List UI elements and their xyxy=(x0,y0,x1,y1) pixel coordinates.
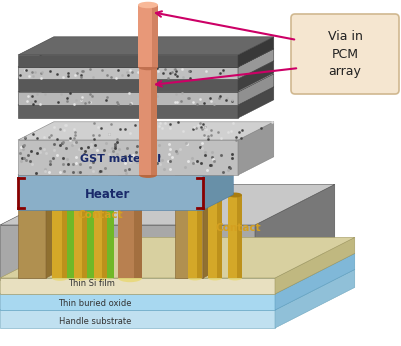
Bar xyxy=(63,168,68,278)
Text: Heater: Heater xyxy=(85,188,131,200)
Bar xyxy=(102,168,108,278)
Text: Contact: Contact xyxy=(77,210,123,220)
Polygon shape xyxy=(18,140,238,175)
Polygon shape xyxy=(0,270,355,310)
Ellipse shape xyxy=(138,2,158,8)
Bar xyxy=(188,185,202,278)
Polygon shape xyxy=(18,170,56,175)
Ellipse shape xyxy=(188,275,202,281)
Polygon shape xyxy=(18,160,233,175)
Ellipse shape xyxy=(138,64,158,70)
Bar xyxy=(197,185,202,278)
Bar xyxy=(52,168,68,278)
Polygon shape xyxy=(18,61,274,79)
Polygon shape xyxy=(238,49,274,79)
Ellipse shape xyxy=(188,183,202,188)
Bar xyxy=(151,67,157,175)
Ellipse shape xyxy=(228,193,242,198)
Polygon shape xyxy=(18,87,274,105)
Polygon shape xyxy=(275,237,355,294)
Bar xyxy=(208,190,222,278)
Polygon shape xyxy=(18,92,238,105)
Ellipse shape xyxy=(67,276,73,280)
Bar xyxy=(92,168,108,278)
Polygon shape xyxy=(18,67,238,79)
Polygon shape xyxy=(0,237,355,278)
Ellipse shape xyxy=(139,64,157,70)
Ellipse shape xyxy=(228,275,242,281)
Bar xyxy=(107,200,113,278)
Ellipse shape xyxy=(208,275,222,281)
Polygon shape xyxy=(18,105,238,118)
Polygon shape xyxy=(203,160,233,210)
Bar xyxy=(139,67,157,175)
Bar xyxy=(237,195,242,278)
Ellipse shape xyxy=(92,275,108,281)
Ellipse shape xyxy=(87,276,93,280)
Ellipse shape xyxy=(72,275,88,281)
Polygon shape xyxy=(0,278,275,294)
Bar xyxy=(118,168,142,278)
Text: Contact: Contact xyxy=(215,223,261,233)
Polygon shape xyxy=(0,253,355,294)
Polygon shape xyxy=(18,37,274,55)
Bar xyxy=(152,5,158,67)
Polygon shape xyxy=(0,310,275,328)
Polygon shape xyxy=(18,55,238,67)
Bar xyxy=(87,200,93,278)
Ellipse shape xyxy=(72,165,88,171)
Ellipse shape xyxy=(118,164,142,172)
Polygon shape xyxy=(18,49,274,67)
Polygon shape xyxy=(238,122,274,175)
Ellipse shape xyxy=(139,172,157,178)
Polygon shape xyxy=(238,74,274,105)
Polygon shape xyxy=(238,37,274,67)
Text: Via in
PCM
array: Via in PCM array xyxy=(328,29,363,79)
Bar xyxy=(72,168,88,278)
Bar xyxy=(82,168,88,278)
Polygon shape xyxy=(0,225,255,280)
Text: GST material: GST material xyxy=(79,154,160,164)
Polygon shape xyxy=(18,79,238,91)
Polygon shape xyxy=(255,184,335,280)
Ellipse shape xyxy=(107,276,113,280)
Polygon shape xyxy=(238,61,274,91)
Polygon shape xyxy=(275,270,355,328)
Polygon shape xyxy=(238,87,274,118)
Ellipse shape xyxy=(52,165,68,171)
Polygon shape xyxy=(0,184,335,225)
Bar xyxy=(217,190,222,278)
Polygon shape xyxy=(18,74,274,92)
Bar xyxy=(138,5,158,67)
Polygon shape xyxy=(275,253,355,310)
Bar xyxy=(228,195,242,278)
Polygon shape xyxy=(175,170,213,175)
Polygon shape xyxy=(18,122,274,140)
Polygon shape xyxy=(203,170,213,278)
Polygon shape xyxy=(175,175,203,278)
FancyBboxPatch shape xyxy=(291,14,399,94)
Bar xyxy=(134,168,142,278)
Text: Thin buried oxide: Thin buried oxide xyxy=(58,299,132,308)
Polygon shape xyxy=(18,175,46,278)
Polygon shape xyxy=(18,175,203,210)
Polygon shape xyxy=(46,170,56,278)
Text: Handle substrate: Handle substrate xyxy=(59,317,131,326)
Bar xyxy=(67,200,73,278)
Text: Thin Si film: Thin Si film xyxy=(68,280,115,289)
Ellipse shape xyxy=(52,275,68,281)
Ellipse shape xyxy=(92,165,108,171)
Polygon shape xyxy=(0,294,275,310)
Ellipse shape xyxy=(118,274,142,282)
Ellipse shape xyxy=(208,188,222,192)
